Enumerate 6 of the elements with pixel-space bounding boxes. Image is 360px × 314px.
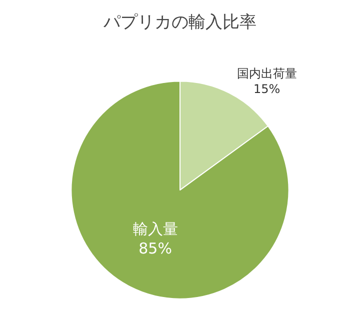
data-label: 15% (253, 82, 280, 96)
chart-title: パプリカの輸入比率 (102, 12, 256, 33)
slice-label: 輸入量 (132, 220, 178, 238)
slice-label: 国内出荷量 (236, 66, 297, 81)
data-label: 85% (138, 239, 172, 258)
pie-slice (70, 80, 290, 300)
